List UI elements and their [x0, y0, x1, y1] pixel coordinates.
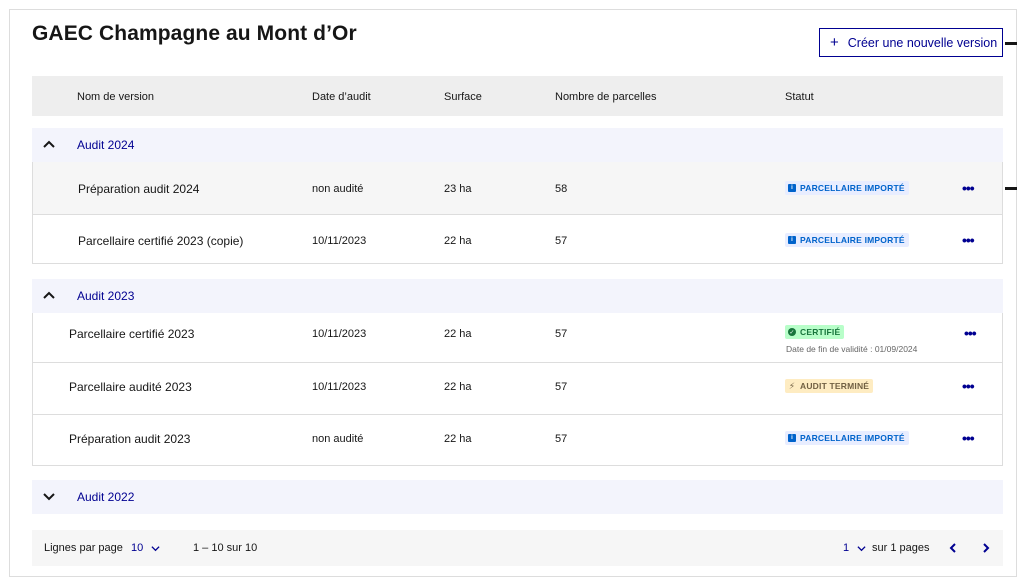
table-row[interactable]: Parcellaire certifié 2023 (copie) 10/11/… [33, 215, 1002, 264]
more-horizontal-icon[interactable]: ••• [962, 430, 975, 446]
group-label: Audit 2024 [77, 138, 135, 152]
rows-per-page-value: 10 [131, 542, 144, 554]
range-text: 1 – 10 sur 10 [193, 542, 258, 554]
more-horizontal-icon[interactable]: ••• [962, 232, 975, 248]
chevron-down-icon [43, 493, 55, 501]
more-horizontal-icon[interactable]: ••• [964, 325, 977, 341]
create-version-label: Créer une nouvelle version [847, 35, 998, 50]
chevron-down-icon [151, 545, 160, 551]
surface: 23 ha [444, 183, 472, 195]
parcelles-count: 58 [555, 183, 568, 195]
rows-per-page-select[interactable]: 10 [131, 542, 160, 554]
column-header-status: Statut [785, 91, 814, 103]
edge-marker [1005, 187, 1017, 190]
parcelles-count: 57 [555, 433, 568, 445]
edge-marker [1005, 42, 1017, 45]
info-icon: i [788, 236, 796, 244]
check-circle-icon: ✓ [788, 328, 796, 336]
group-body-audit-2024: Préparation audit 2024 non audité 23 ha … [32, 162, 1003, 264]
info-icon: i [788, 434, 796, 442]
column-header-surface: Surface [444, 91, 482, 103]
group-label: Audit 2023 [77, 289, 135, 303]
page-select[interactable]: 1 [843, 542, 866, 554]
chevron-up-icon [43, 140, 55, 148]
group-header-audit-2022[interactable]: Audit 2022 [32, 480, 1003, 514]
lightning-icon: ⚡ [788, 380, 796, 391]
parcelles-count: 57 [555, 328, 568, 340]
version-name: Préparation audit 2023 [69, 432, 191, 446]
audit-date: non audité [312, 183, 364, 195]
column-header-name: Nom de version [77, 91, 155, 103]
group-label: Audit 2022 [77, 490, 135, 504]
chevron-up-icon [43, 291, 55, 299]
table-row[interactable]: Préparation audit 2023 non audité 22 ha … [33, 415, 1002, 465]
info-icon: i [788, 184, 796, 192]
page-value: 1 [843, 542, 850, 554]
status-badge: ✓ CERTIFIÉ [785, 325, 845, 339]
surface: 22 ha [444, 433, 472, 445]
chevron-right-icon[interactable] [980, 542, 992, 554]
status-badge: i PARCELLAIRE IMPORTÉ [785, 181, 909, 195]
plus-icon: + [830, 34, 839, 51]
table-header: Nom de version Date d’audit Surface Nomb… [32, 76, 1003, 116]
audit-date: non audité [312, 433, 364, 445]
audit-date: 10/11/2023 [312, 328, 367, 340]
pagination-bar: Lignes par page 10 1 – 10 sur 10 1 sur 1… [32, 530, 1003, 566]
status-badge: i PARCELLAIRE IMPORTÉ [785, 233, 909, 247]
page-title: GAEC Champagne au Mont d’Or [32, 22, 357, 45]
more-horizontal-icon[interactable]: ••• [962, 378, 975, 394]
surface: 22 ha [444, 235, 472, 247]
parcelles-count: 57 [555, 235, 568, 247]
chevron-left-icon[interactable] [947, 542, 959, 554]
audit-date: 10/11/2023 [312, 381, 367, 393]
column-header-parcelles: Nombre de parcelles [555, 91, 657, 103]
group-body-audit-2023: Parcellaire certifié 2023 10/11/2023 22 … [32, 313, 1003, 466]
rows-per-page-label: Lignes par page [44, 542, 123, 554]
audit-date: 10/11/2023 [312, 235, 367, 247]
version-name: Préparation audit 2024 [78, 182, 200, 196]
version-name: Parcellaire certifié 2023 [69, 327, 195, 341]
version-name: Parcellaire audité 2023 [69, 380, 192, 394]
table-row[interactable]: Parcellaire certifié 2023 10/11/2023 22 … [33, 313, 1002, 363]
pages-label: sur 1 pages [872, 542, 930, 554]
group-header-audit-2023[interactable]: Audit 2023 [32, 279, 1003, 313]
version-name: Parcellaire certifié 2023 (copie) [78, 234, 244, 248]
table-row[interactable]: Préparation audit 2024 non audité 23 ha … [33, 162, 1002, 215]
chevron-down-icon [857, 545, 866, 551]
status-badge: ⚡ AUDIT TERMINÉ [785, 379, 874, 393]
table-row[interactable]: Parcellaire audité 2023 10/11/2023 22 ha… [33, 363, 1002, 415]
surface: 22 ha [444, 381, 472, 393]
status-badge: i PARCELLAIRE IMPORTÉ [785, 431, 909, 445]
more-horizontal-icon[interactable]: ••• [962, 180, 975, 196]
parcelles-count: 57 [555, 381, 568, 393]
group-header-audit-2024[interactable]: Audit 2024 [32, 128, 1003, 162]
column-header-date: Date d’audit [312, 91, 371, 103]
create-version-button[interactable]: + Créer une nouvelle version [819, 28, 1003, 57]
surface: 22 ha [444, 328, 472, 340]
validity-note: Date de fin de validité : 01/09/2024 [786, 344, 918, 354]
